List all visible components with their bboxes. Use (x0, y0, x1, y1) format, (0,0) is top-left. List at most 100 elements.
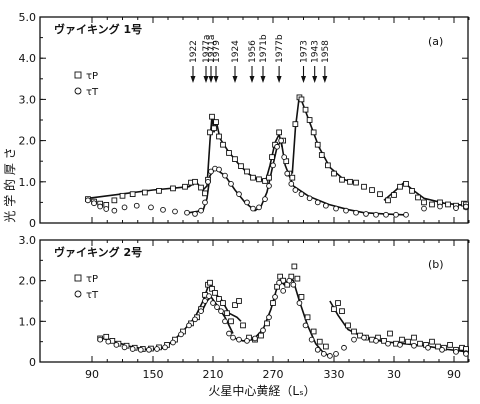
event-label: 1943 (311, 40, 321, 63)
legend-marker (74, 290, 82, 298)
tau-p-point (216, 296, 222, 302)
event-label: 1979 (212, 40, 222, 63)
tau-t-point (333, 351, 339, 357)
tau-t-point (236, 336, 242, 343)
panel-id: (b) (428, 258, 444, 271)
tau-p-point (316, 338, 323, 345)
tau-t-point (208, 168, 214, 175)
tau-p-point (142, 189, 148, 196)
tau-p-point (232, 302, 238, 308)
tau-p-point (256, 176, 262, 183)
tau-p-point (298, 96, 305, 103)
tau-t-point (351, 336, 357, 343)
event-arrowhead (249, 76, 255, 83)
tau-t-point (205, 178, 211, 185)
event-arrowhead (276, 76, 282, 83)
tau-t-point (296, 300, 303, 306)
tau-t-point (252, 335, 258, 342)
x-tick-label: 90 (447, 368, 461, 381)
tau-t-point (129, 346, 136, 352)
tau-p-point (445, 201, 451, 208)
tau-t-point (192, 211, 198, 217)
event-label: 1922 (189, 40, 199, 63)
tau-t-point (230, 334, 236, 341)
tau-t-point (272, 294, 278, 300)
y-tick-label: 2.0 (19, 135, 37, 148)
tau-t-point (290, 281, 297, 288)
tau-p-point (111, 197, 118, 204)
tau-t-point (218, 308, 224, 315)
tau-p-point (381, 338, 387, 344)
tau-t-point (383, 211, 389, 218)
tau-t-point (280, 287, 287, 294)
tau-t-point (137, 346, 144, 353)
tau-p-point (417, 340, 423, 347)
tau-t-point (184, 209, 190, 216)
y-tick-label: 3.0 (19, 93, 37, 106)
y-tick-label: 1.0 (19, 176, 37, 189)
legend-marker (74, 71, 82, 79)
legend-label: τP (86, 274, 98, 285)
tau-t-point (341, 344, 347, 351)
tau-t-point (214, 304, 220, 310)
event-label: 1958 (321, 40, 331, 63)
tau-t-point (320, 351, 327, 357)
tau-t-point (226, 330, 232, 337)
tau-p-point (387, 330, 393, 337)
tau-p-point (224, 310, 230, 317)
tau-t-point (393, 211, 399, 218)
tau-t-point (327, 353, 333, 359)
tau-t-point (103, 206, 110, 212)
tau-p-point (129, 191, 136, 198)
event-arrowhead (213, 76, 219, 83)
event-arrowhead (260, 76, 266, 83)
tau-t-point (162, 344, 168, 351)
tau-t-point (192, 316, 198, 323)
tau-t-point (343, 207, 349, 214)
y-tick-label: 0 (29, 356, 36, 369)
tau-t-point (198, 308, 204, 315)
tau-p-point (314, 141, 321, 148)
event-arrowhead (312, 76, 318, 83)
tau-p-point (351, 328, 357, 335)
tau-p-point (435, 343, 441, 350)
tau-p-point (103, 333, 110, 340)
tau-p-point (339, 176, 345, 183)
tau-t-point (228, 181, 234, 187)
event-label: 1977a (202, 35, 212, 63)
tau-p-point (250, 174, 256, 181)
tau-t-point (186, 322, 192, 329)
tau-p-point (302, 106, 309, 113)
tau-p-point (232, 156, 238, 162)
tau-p-point (361, 183, 367, 190)
y-tick-label: 4.0 (19, 52, 37, 65)
tau-t-point (172, 208, 178, 215)
tau-p-point (421, 199, 427, 206)
tau-p-point (447, 342, 453, 348)
tau-t-point (411, 342, 417, 349)
tau-p-point (211, 125, 217, 132)
tau-t-point (298, 191, 305, 198)
event-label: 1971a (207, 35, 217, 63)
tau-p-point (212, 290, 218, 296)
tau-p-point (403, 181, 409, 187)
tau-p-point (258, 332, 264, 339)
tau-t-point (154, 346, 160, 352)
tau-t-point (206, 293, 212, 299)
tau-p-point (415, 194, 421, 201)
event-label: 1924 (231, 40, 241, 63)
tau-t-point (133, 202, 140, 209)
tau-t-point (198, 207, 204, 214)
tau-t-point (146, 346, 152, 353)
tau-p-point (289, 174, 296, 181)
tau-p-point (335, 300, 341, 306)
tau-t-point (260, 327, 266, 334)
tau-p-point (369, 187, 375, 193)
y-tick-label: 0 (29, 217, 36, 230)
tau-t-point (266, 183, 272, 189)
tau-p-point (294, 275, 301, 282)
tau-p-point (318, 152, 325, 158)
tau-t-point (97, 336, 103, 343)
tau-p-point (353, 179, 359, 186)
tau-t-point (121, 204, 128, 211)
